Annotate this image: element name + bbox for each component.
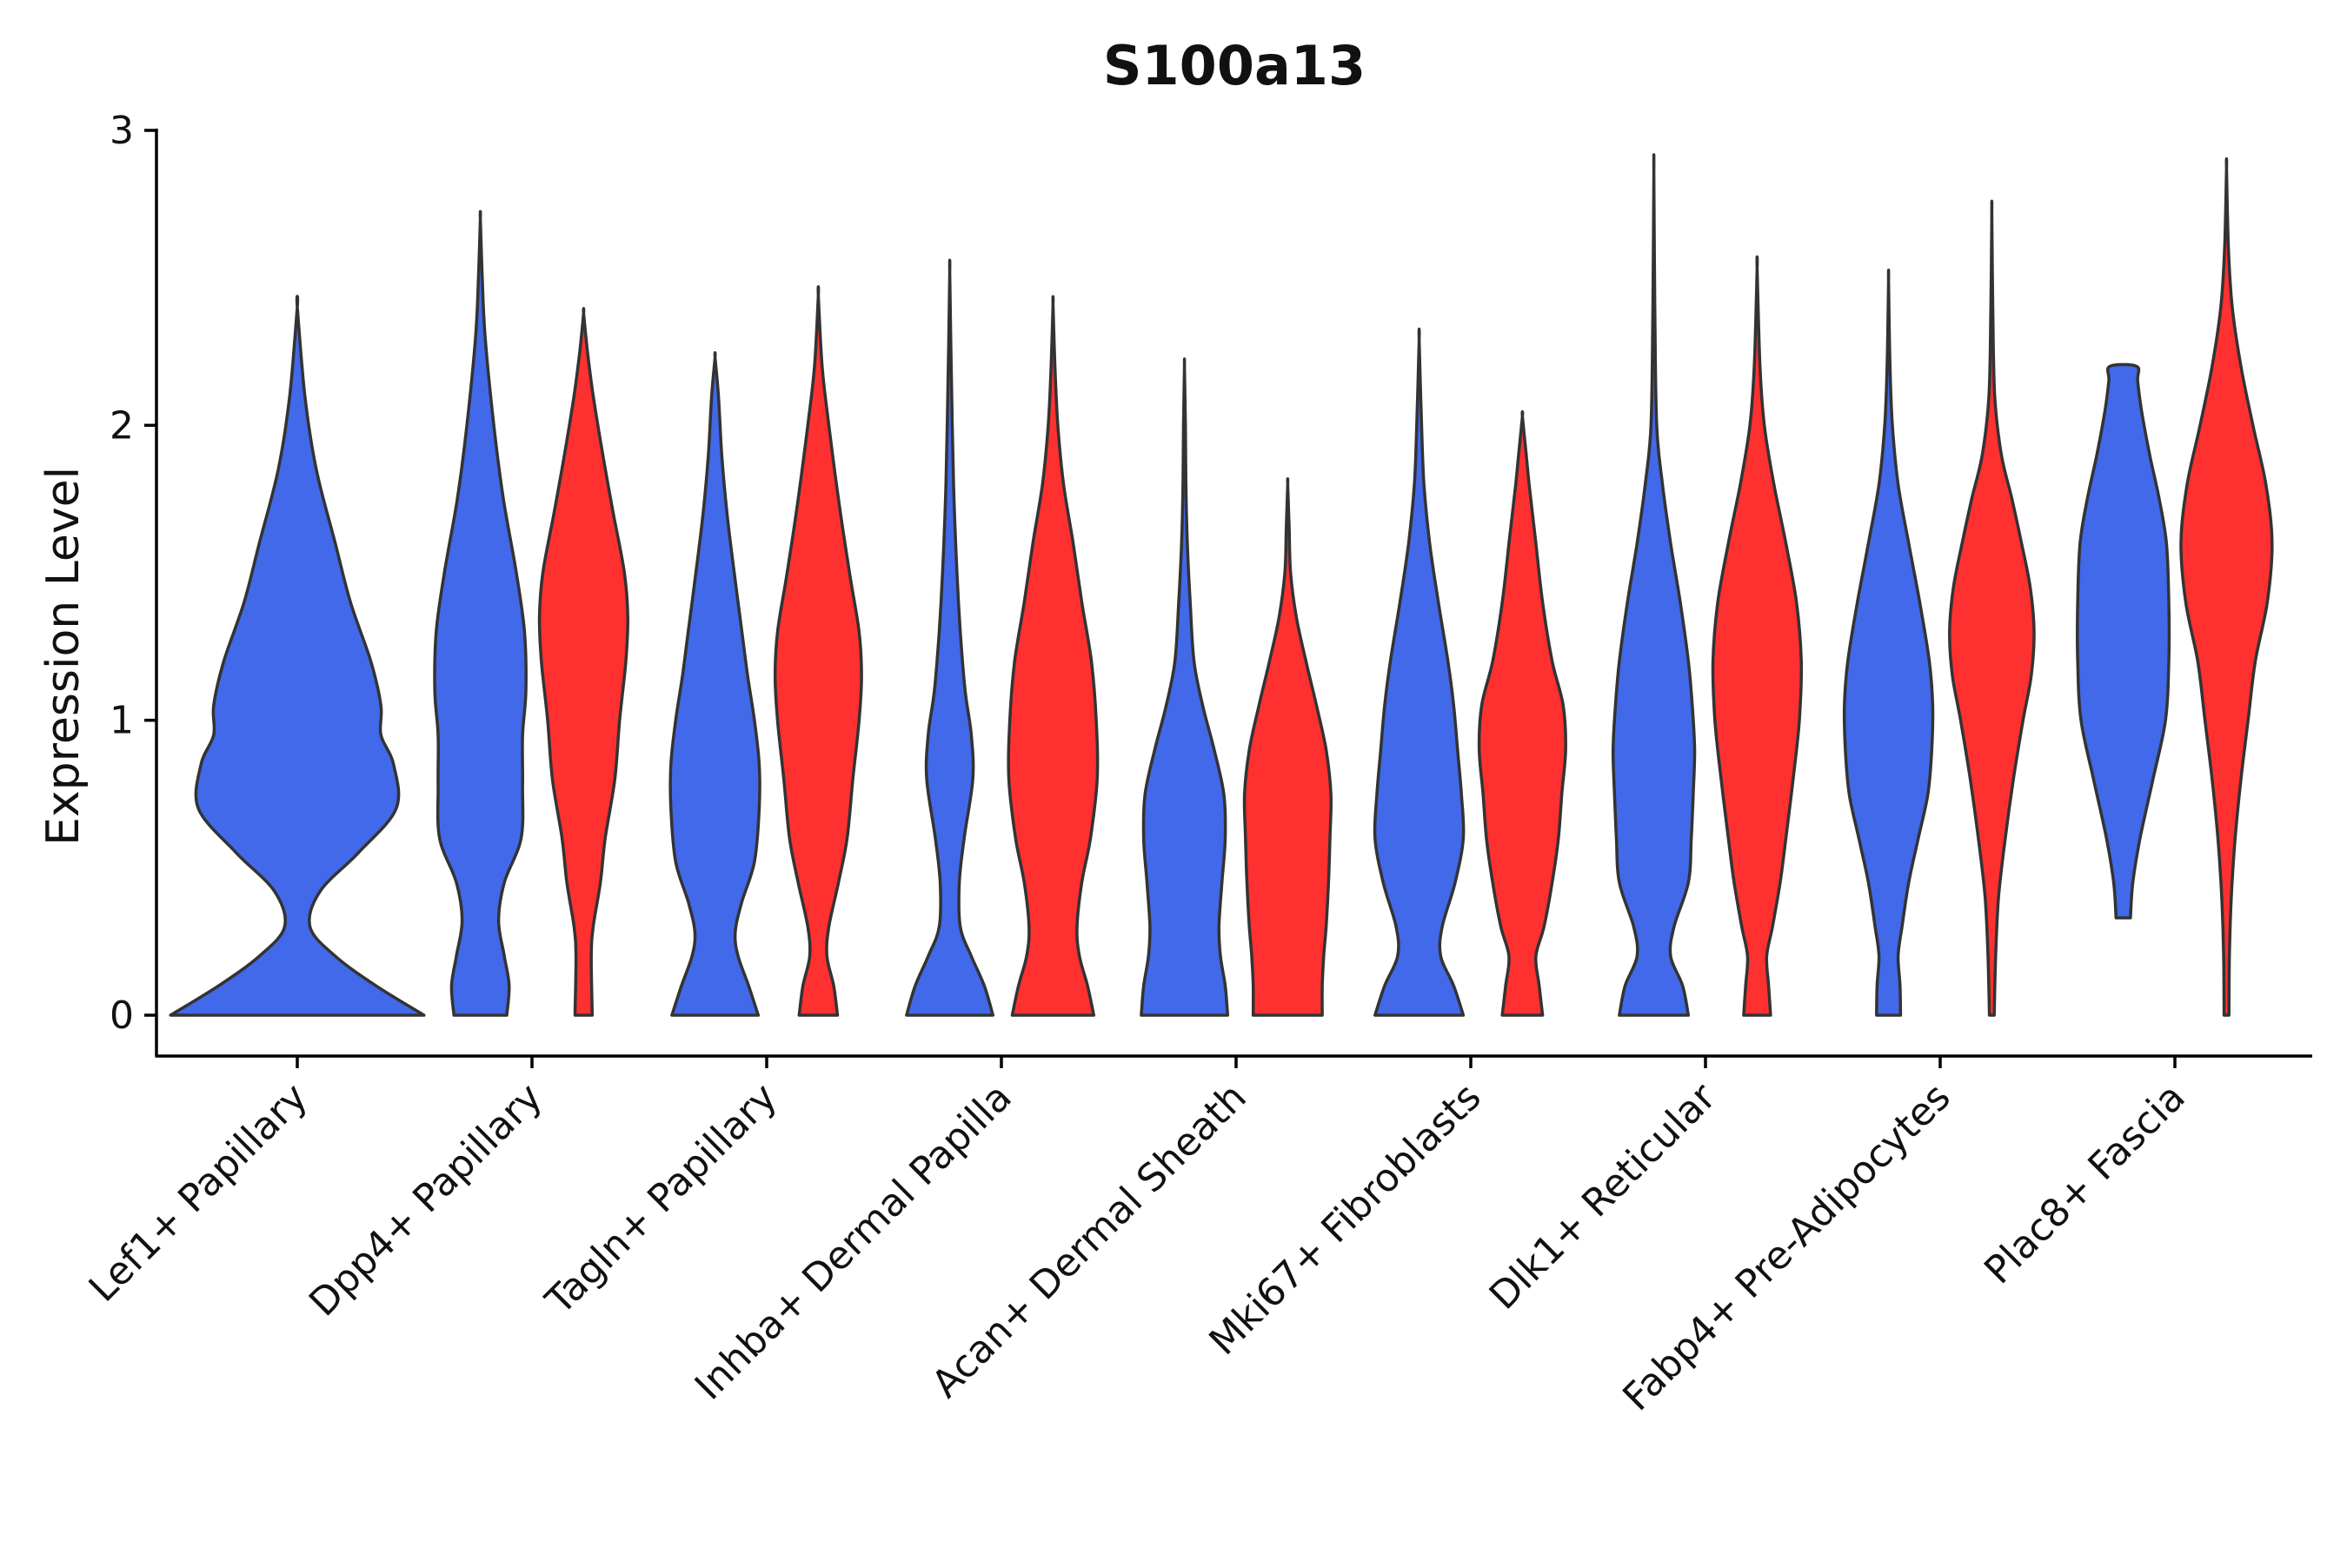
violin-red-3: [1007, 295, 1100, 1017]
violin-blue-2: [668, 351, 761, 1017]
x-tick-label: Plac8+ Fascia: [1976, 1075, 2194, 1293]
violin-red-5: [1477, 409, 1567, 1017]
violin-red-1: [537, 307, 630, 1017]
y-tick-label: 0: [110, 993, 134, 1038]
x-tick-label: Tagln+ Papillary: [537, 1075, 786, 1324]
violin-red-6: [1711, 255, 1804, 1017]
violin-blue-7: [1842, 269, 1935, 1017]
violin-blue-8: [2075, 362, 2171, 920]
x-tick-label: Lef1+ Papillary: [81, 1075, 316, 1311]
x-tick-label: Dlk1+ Reticular: [1481, 1074, 1725, 1319]
violin-blue-4: [1140, 357, 1230, 1017]
x-tick-label: Dpp4+ Papillary: [301, 1075, 551, 1325]
violin-red-4: [1242, 477, 1333, 1017]
violins-layer: [169, 153, 2274, 1017]
y-tick-label: 2: [110, 403, 134, 448]
violin-blue-3: [905, 258, 995, 1017]
violin-red-2: [773, 285, 863, 1017]
violin-blue-1: [433, 209, 528, 1017]
violin-blue-5: [1373, 327, 1466, 1017]
violin-red-8: [2179, 156, 2274, 1017]
y-tick-label: 1: [110, 699, 134, 743]
violin-blue-0: [169, 295, 426, 1017]
chart-title: S100a13: [1103, 34, 1366, 97]
y-axis-label: Expression Level: [37, 467, 90, 846]
violin-red-7: [1948, 199, 2036, 1017]
violin-blue-6: [1611, 153, 1697, 1017]
x-tick-label: Mki67+ Fibroblasts: [1200, 1075, 1489, 1364]
y-tick-label: 3: [110, 109, 134, 153]
